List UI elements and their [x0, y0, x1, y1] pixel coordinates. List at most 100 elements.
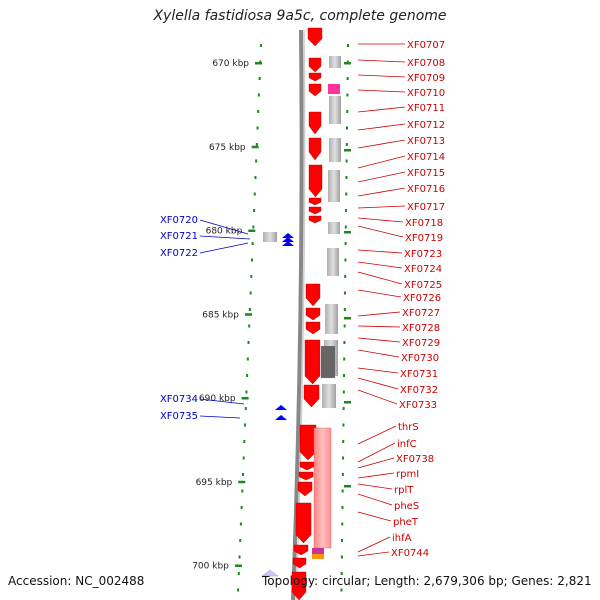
- gene-label: rplT: [394, 485, 414, 496]
- guide-dot: [346, 93, 349, 97]
- guide-dot: [246, 357, 249, 361]
- gene-block: [263, 232, 277, 242]
- callout-line: [357, 187, 406, 197]
- scale-tick: [244, 313, 252, 316]
- gene-arrow: [305, 283, 321, 307]
- guide-dot: [346, 126, 349, 130]
- gene-label: XF0711: [407, 103, 445, 114]
- gene-label: XF0733: [399, 400, 437, 411]
- guide-dot: [250, 275, 253, 278]
- callout-line: [199, 219, 249, 235]
- reverse-gene-arrow: [275, 415, 287, 420]
- gene-label: XF0735: [160, 411, 198, 422]
- callout-line: [357, 493, 393, 506]
- guide-dot: [341, 473, 344, 476]
- callout-line: [357, 472, 395, 479]
- guide-dot: [342, 407, 345, 410]
- guide-dot: [344, 242, 347, 245]
- gene-label: XF0719: [405, 233, 443, 244]
- reverse-gene-arrow: [282, 237, 294, 242]
- gene-arrow: [304, 339, 321, 385]
- gene-label: XF0729: [402, 338, 440, 349]
- guide-dot: [341, 506, 344, 509]
- callout-line: [357, 171, 406, 183]
- callout-line: [199, 415, 241, 419]
- callout-line: [357, 289, 402, 298]
- gene-label: XF0738: [396, 454, 434, 465]
- guide-dot: [344, 258, 347, 262]
- gene-arrow: [299, 461, 315, 471]
- guide-dot: [341, 522, 344, 526]
- guide-dot: [244, 407, 247, 410]
- gene-arrow: [308, 164, 323, 198]
- reverse-gene-arrow: [275, 405, 287, 410]
- guide-dot: [346, 77, 349, 80]
- guide-dot: [237, 572, 240, 575]
- callout-line: [357, 225, 404, 238]
- guide-dot: [238, 555, 241, 559]
- gene-block: [322, 384, 336, 408]
- scale-tick-label: 690 kbp: [199, 394, 236, 404]
- guide-dot: [246, 374, 249, 377]
- gene-arrow: [308, 83, 322, 97]
- guide-dot: [342, 390, 345, 394]
- gene-label: XF0724: [404, 264, 442, 275]
- guide-dot: [343, 374, 346, 377]
- gene-arrow: [298, 471, 314, 481]
- scale-ruler: 670 kbp 675 kbp 680 kbp 685 kbp 690 kbp 695 k…: [192, 59, 351, 572]
- callout-line: [357, 271, 403, 285]
- reverse-gene-arrow: [282, 241, 294, 246]
- guide-dot: [241, 473, 244, 476]
- gene-label: XF0720: [160, 215, 198, 226]
- gene-block: [312, 554, 324, 559]
- scale-tick: [234, 564, 242, 567]
- scale-tick-label: 670 kbp: [212, 59, 249, 69]
- gene-arrow: [308, 111, 322, 135]
- guide-dot: [342, 423, 345, 427]
- selection-marker[interactable]: [261, 569, 279, 577]
- guide-dot: [340, 588, 343, 592]
- gene-arrow: [297, 481, 313, 497]
- gene-label: XF0730: [401, 353, 439, 364]
- scale-tick: [238, 480, 246, 484]
- guide-dot: [344, 275, 347, 278]
- guide-dot: [342, 440, 345, 443]
- guide-dots: [237, 44, 349, 592]
- callout-line: [199, 398, 245, 405]
- callout-line: [357, 389, 398, 405]
- gene-arrow: [308, 206, 322, 215]
- guide-dot: [256, 126, 259, 130]
- guide-dot: [345, 209, 348, 212]
- guide-dot: [254, 176, 257, 179]
- gene-label: XF0744: [391, 548, 429, 559]
- scale-tick: [344, 231, 351, 234]
- accession-text: Accession: NC_002488: [8, 574, 145, 588]
- gene-label: XF0709: [407, 73, 445, 84]
- scale-tick-label: 695 kbp: [196, 478, 233, 488]
- callout-line: [357, 483, 393, 490]
- callout-line: [357, 123, 406, 131]
- guide-dot: [239, 539, 242, 542]
- callout-line: [357, 139, 406, 149]
- callout-line: [357, 106, 406, 113]
- callout-line: [357, 536, 391, 553]
- gene-arrow: [308, 137, 322, 161]
- gene-block: [329, 56, 341, 68]
- guide-dot: [245, 390, 248, 394]
- gene-label: XF0717: [407, 202, 445, 213]
- gene-arrow: [305, 307, 321, 321]
- callout-line: [357, 457, 395, 469]
- gene-arrow: [299, 424, 317, 461]
- gene-label: XF0715: [407, 168, 445, 179]
- gene-label: XF0725: [404, 280, 442, 291]
- guide-dot: [344, 291, 347, 295]
- gene-label: XF0723: [404, 249, 442, 260]
- guide-dot: [244, 423, 247, 427]
- scale-tick: [344, 401, 351, 404]
- gene-label: XF0707: [407, 40, 445, 51]
- callout-line: [357, 74, 406, 78]
- callout-line: [357, 511, 392, 522]
- gene-arrow: [295, 502, 312, 544]
- guide-dot: [343, 341, 346, 344]
